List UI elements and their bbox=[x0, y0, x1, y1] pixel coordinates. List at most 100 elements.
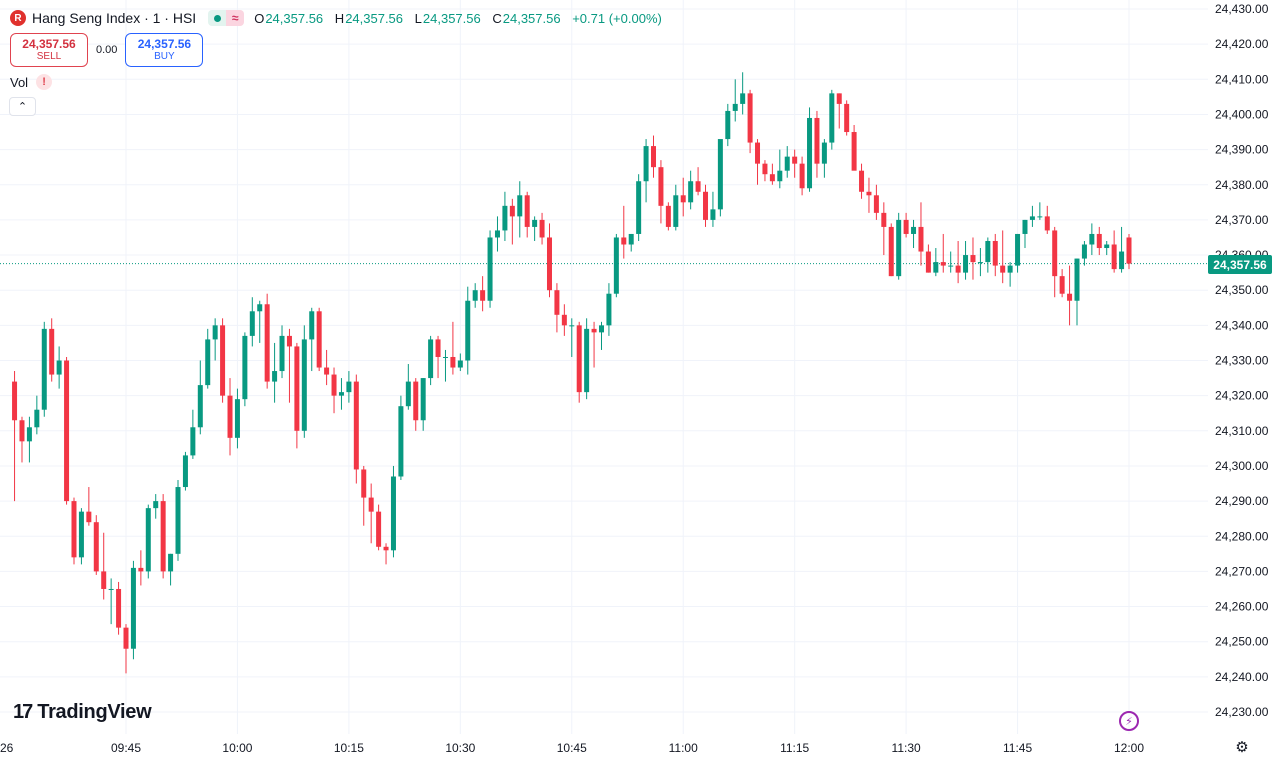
candle bbox=[390, 465, 396, 558]
candle-body bbox=[450, 356, 456, 368]
candle-body bbox=[465, 300, 471, 361]
time-axis[interactable]: 26 09:45 10:00 10:15 10:30 10:45 11:00 11:15 11:… bbox=[0, 741, 1144, 755]
candle-body bbox=[509, 205, 515, 217]
time-tick-label: 12:00 bbox=[1114, 741, 1144, 755]
candle-body bbox=[1089, 233, 1095, 245]
candle-body bbox=[881, 212, 887, 227]
candle-body bbox=[784, 156, 790, 171]
candle-body bbox=[970, 255, 976, 263]
candle-body bbox=[613, 237, 619, 294]
candle bbox=[242, 332, 248, 407]
candle bbox=[182, 451, 188, 491]
price-axis[interactable]: 24,230.00 24,240.00 24,250.00 24,260.00 24,2… bbox=[1215, 2, 1269, 719]
candle-body bbox=[279, 335, 285, 372]
candle-body bbox=[257, 304, 263, 312]
gear-icon[interactable]: ⚙ bbox=[1235, 739, 1249, 756]
candle-body bbox=[963, 255, 969, 273]
candle-body bbox=[19, 420, 25, 442]
candle bbox=[212, 318, 218, 361]
candle-body bbox=[420, 378, 426, 421]
time-tick-label: 11:30 bbox=[892, 741, 921, 755]
candle bbox=[413, 378, 419, 431]
volume-label: Vol bbox=[10, 74, 29, 90]
candle bbox=[598, 321, 604, 350]
market-open-icon bbox=[208, 10, 227, 26]
time-tick-label: 09:45 bbox=[111, 741, 141, 755]
time-tick-label: 11:45 bbox=[1003, 741, 1032, 755]
bolt-icon[interactable]: ⚡ bbox=[1119, 711, 1139, 731]
candle-body bbox=[799, 163, 805, 189]
candle-body bbox=[851, 132, 857, 171]
candle bbox=[502, 191, 508, 241]
candle-body bbox=[740, 93, 746, 104]
candle bbox=[576, 321, 582, 403]
candle-body bbox=[413, 381, 419, 421]
tradingview-logo[interactable]: 17 TradingView bbox=[13, 701, 152, 724]
candle bbox=[821, 139, 827, 178]
candle-body bbox=[301, 339, 307, 431]
symbol-logo-icon[interactable]: R bbox=[10, 10, 26, 26]
candle-body bbox=[807, 117, 813, 189]
price-tick-label: 24,380.00 bbox=[1215, 178, 1269, 192]
candle bbox=[673, 184, 679, 231]
price-tick-label: 24,400.00 bbox=[1215, 107, 1269, 121]
candle bbox=[896, 212, 902, 280]
candle bbox=[836, 93, 842, 129]
candle-body bbox=[234, 399, 240, 438]
last-price-label: 24,357.56 bbox=[1208, 255, 1272, 274]
candle-body bbox=[56, 360, 62, 375]
candle-body bbox=[331, 374, 337, 396]
warning-icon[interactable]: ! bbox=[36, 74, 53, 90]
candle-body bbox=[829, 93, 835, 143]
candle-body bbox=[71, 501, 77, 558]
candle bbox=[316, 307, 322, 372]
candle-body bbox=[205, 339, 211, 386]
candle-body bbox=[361, 469, 367, 498]
candle-body bbox=[376, 511, 382, 547]
sell-button[interactable]: 24,357.56 SELL bbox=[10, 33, 88, 67]
candle-body bbox=[316, 311, 322, 368]
time-tick-label: 10:30 bbox=[445, 741, 475, 755]
candle bbox=[19, 416, 25, 463]
candle bbox=[190, 409, 196, 459]
candle-body bbox=[346, 381, 352, 393]
trade-panel: 24,357.56 SELL 0.00 24,357.56 BUY bbox=[10, 33, 204, 67]
candle bbox=[680, 177, 686, 217]
candle-body bbox=[457, 360, 463, 368]
volume-legend[interactable]: Vol ! bbox=[10, 74, 53, 90]
buy-button[interactable]: 24,357.56 BUY bbox=[125, 33, 204, 67]
low-value: 24,357.56 bbox=[422, 10, 481, 26]
candle bbox=[12, 371, 18, 502]
candle bbox=[903, 212, 909, 238]
candle-body bbox=[383, 546, 389, 551]
candle bbox=[554, 283, 560, 333]
collapse-legend-button[interactable]: ⌃ bbox=[9, 97, 36, 116]
candle-body bbox=[584, 328, 590, 393]
candle bbox=[346, 371, 352, 403]
candle bbox=[747, 89, 753, 154]
candle bbox=[881, 202, 887, 256]
tradingview-mark-icon: 17 bbox=[13, 701, 33, 723]
price-tick-label: 24,430.00 bbox=[1215, 2, 1269, 16]
candle bbox=[64, 356, 70, 505]
candle-body bbox=[212, 325, 218, 340]
symbol-title[interactable]: Hang Seng Index · 1 · HSI bbox=[32, 10, 197, 26]
candle-body bbox=[903, 219, 909, 234]
candle-body bbox=[769, 174, 775, 182]
candle bbox=[49, 318, 55, 382]
candle bbox=[1022, 219, 1028, 249]
candle bbox=[428, 335, 434, 386]
candle-body bbox=[992, 240, 998, 266]
candle bbox=[197, 360, 203, 435]
market-status[interactable]: ≈ bbox=[208, 10, 245, 26]
candle bbox=[93, 515, 99, 575]
candle-body bbox=[138, 567, 144, 572]
candle bbox=[769, 163, 775, 185]
candle-body bbox=[197, 385, 203, 428]
candle-body bbox=[502, 205, 508, 231]
candle-body bbox=[643, 146, 649, 182]
candle bbox=[234, 388, 240, 449]
candle-body bbox=[591, 328, 597, 333]
candle-body bbox=[428, 339, 434, 379]
